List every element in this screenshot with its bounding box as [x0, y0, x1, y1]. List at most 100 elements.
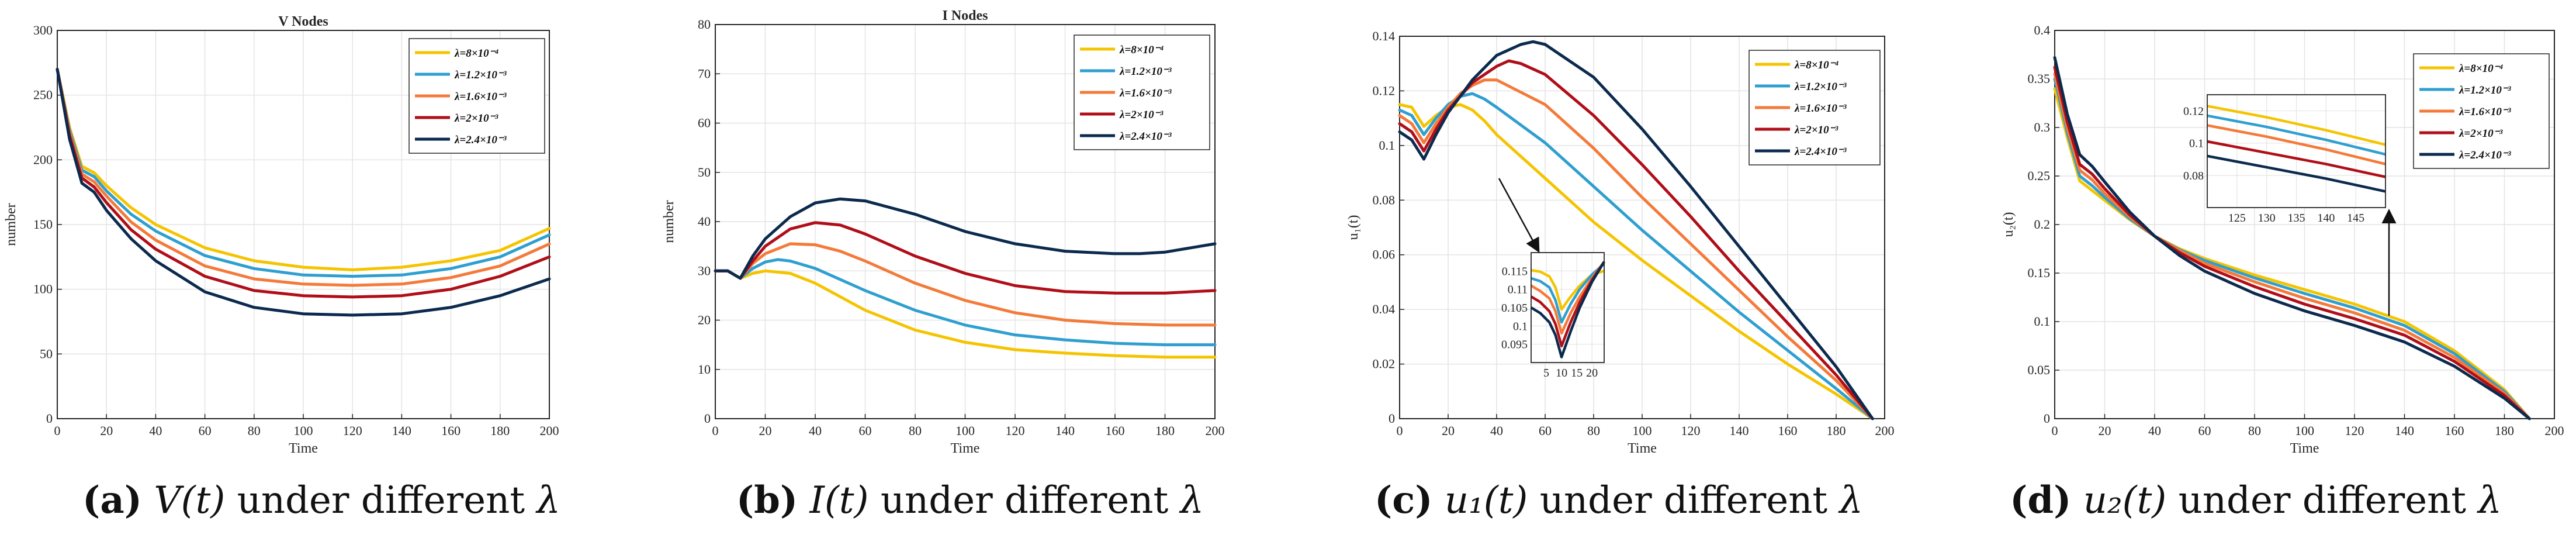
- legend-entry-5: λ=2.4×10⁻³: [1119, 130, 1172, 143]
- y-tick-label: 60: [698, 116, 711, 130]
- inset-y-tick-label: 0.105: [1501, 302, 1528, 315]
- y-tick-label: 150: [33, 217, 53, 232]
- caption-d-math: u₂(t): [2083, 479, 2167, 522]
- x-tick-label: 20: [1442, 423, 1455, 438]
- inset-series-line-2: [1531, 263, 1605, 324]
- inset-plot: 125 130 135 140 145 0.08 0.1 0.12: [2183, 94, 2386, 225]
- legend-entry-4: λ=2×10⁻³: [454, 112, 498, 125]
- series-line-4: [1398, 59, 1874, 420]
- x-tick-label: 40: [809, 423, 822, 438]
- inset-plot: 5 10 15 20 0.095 0.1 0.105 0.11 0.115: [1501, 252, 1605, 380]
- y-tick-label: 0.2: [2034, 217, 2051, 232]
- inset-series-line-1: [2207, 105, 2386, 146]
- x-tick-label: 0: [2052, 423, 2058, 438]
- inset-series-line-3: [2207, 124, 2386, 165]
- legend-entry-1: λ=8×10⁻⁴: [1794, 59, 1839, 71]
- x-tick-label: 80: [1587, 423, 1600, 438]
- x-tick-label: 120: [1681, 423, 1701, 438]
- x-axis-label: Time: [289, 441, 318, 456]
- y-tick-label: 0.04: [1373, 302, 1396, 316]
- x-tick-label: 80: [248, 423, 261, 438]
- y-tick-label: 0.12: [1373, 83, 1396, 98]
- legend-entry-4: λ=2×10⁻³: [2459, 127, 2503, 140]
- legend: λ=8×10⁻⁴ λ=1.2×10⁻³ λ=1.6×10⁻³ λ=2×10⁻³ λ=2.…: [408, 38, 545, 154]
- chart-title: V Nodes: [278, 14, 328, 29]
- inset-y-tick-label: 0.095: [1501, 339, 1528, 351]
- y-tick-label: 300: [33, 23, 53, 37]
- series-line-1: [56, 67, 551, 271]
- chart-c: 0 20 40 60 80 100 120 140 160 180 200 0 0.02 0.04 0.06…: [1346, 29, 1895, 456]
- x-tick-label: 60: [199, 423, 212, 438]
- x-tick-label: 140: [1055, 423, 1075, 438]
- inset-x-tick-label: 20: [1586, 367, 1598, 380]
- x-tick-label: 100: [294, 423, 313, 438]
- x-tick-label: 160: [2445, 423, 2464, 438]
- x-tick-label: 20: [100, 423, 113, 438]
- x-tick-label: 80: [2248, 423, 2261, 438]
- y-axis-label: number: [4, 203, 19, 246]
- chart-a: 0 20 40 60 80 100 120 140 160 180 200 0 50 100 150 200 2…: [4, 14, 559, 456]
- y-tick-label: 10: [698, 362, 711, 377]
- x-axis-label: Time: [951, 441, 980, 456]
- inset-y-tick-label: 0.11: [1508, 284, 1528, 296]
- caption-a-label: (a): [82, 478, 143, 522]
- caption-d-symbol: λ: [2478, 479, 2502, 522]
- legend-entry-5: λ=2.4×10⁻³: [1794, 146, 1847, 158]
- inset-series-line-4: [2207, 140, 2386, 178]
- series-line-3: [1398, 78, 1874, 420]
- x-axis-label: Time: [1628, 441, 1657, 456]
- y-tick-label: 50: [40, 346, 53, 361]
- y-tick-label: 0.08: [1373, 192, 1396, 207]
- x-tick-label: 160: [441, 423, 461, 438]
- x-tick-label: 100: [1633, 423, 1652, 438]
- x-tick-label: 0: [1397, 423, 1403, 438]
- series-line-3: [56, 67, 551, 287]
- caption-b-text: under different: [868, 479, 1180, 522]
- caption-a-text: under different: [225, 479, 537, 522]
- legend: λ=8×10⁻⁴ λ=1.2×10⁻³ λ=1.6×10⁻³ λ=2×10⁻³ λ=2.…: [1749, 50, 1881, 165]
- x-tick-label: 100: [2295, 423, 2314, 438]
- caption-c-math: u₁(t): [1444, 479, 1528, 522]
- series-line-5: [714, 197, 1217, 280]
- inset-x-tick-label: 130: [2258, 212, 2276, 225]
- inset-x-tick-label: 145: [2347, 212, 2364, 225]
- caption-c-symbol: λ: [1839, 479, 1864, 522]
- inset-y-tick-label: 0.1: [1513, 320, 1528, 333]
- chart-title: I Nodes: [942, 8, 988, 23]
- x-tick-label: 140: [2395, 423, 2414, 438]
- caption-c-text: under different: [1528, 479, 1840, 522]
- x-tick-label: 200: [1875, 423, 1895, 438]
- inset-y-tick-label: 0.1: [2189, 137, 2204, 150]
- series-line-5: [56, 67, 551, 317]
- inset-frame: [1531, 252, 1605, 363]
- inset-y-tick-label: 0.115: [1502, 265, 1528, 278]
- caption-a: (a) V(t) under different λ: [12, 478, 631, 543]
- inset-x-tick-label: 15: [1571, 367, 1583, 380]
- x-tick-label: 180: [2495, 423, 2514, 438]
- inset-y-tick-label: 0.12: [2183, 105, 2204, 118]
- x-tick-label: 180: [1155, 423, 1175, 438]
- x-tick-label: 140: [392, 423, 411, 438]
- x-tick-label: 40: [1490, 423, 1503, 438]
- x-axis-label: Time: [2290, 441, 2319, 456]
- zoom-arrow: [1498, 178, 1540, 253]
- inset-series-line-5: [1530, 261, 1605, 358]
- legend-entry-1: λ=8×10⁻⁴: [2459, 63, 2504, 75]
- inset-frame: [2207, 94, 2386, 208]
- series-line-3: [2053, 73, 2531, 420]
- x-tick-label: 200: [2545, 423, 2564, 438]
- y-tick-label: 70: [698, 66, 711, 81]
- caption-b-symbol: λ: [1180, 479, 1204, 522]
- y-axis-label: number: [662, 200, 677, 243]
- y-tick-label: 0.15: [2028, 265, 2051, 280]
- caption-d-text: under different: [2166, 479, 2478, 522]
- series-line-5: [1398, 40, 1874, 420]
- legend: λ=8×10⁻⁴ λ=1.2×10⁻³ λ=1.6×10⁻³ λ=2×10⁻³ λ=2.…: [2413, 53, 2550, 169]
- chart-b: 0 20 40 60 80 100 120 140 160 180 200 0 10 20 30 40 50 60…: [662, 8, 1225, 456]
- legend-entry-5: λ=2.4×10⁻³: [454, 134, 507, 146]
- y-tick-label: 100: [33, 282, 53, 296]
- caption-d: (d) u₂(t) under different λ: [1946, 478, 2565, 543]
- series-line-5: [2053, 56, 2531, 420]
- inset-y-tick-label: 0.08: [2183, 170, 2204, 182]
- caption-b-label: (b): [736, 478, 798, 522]
